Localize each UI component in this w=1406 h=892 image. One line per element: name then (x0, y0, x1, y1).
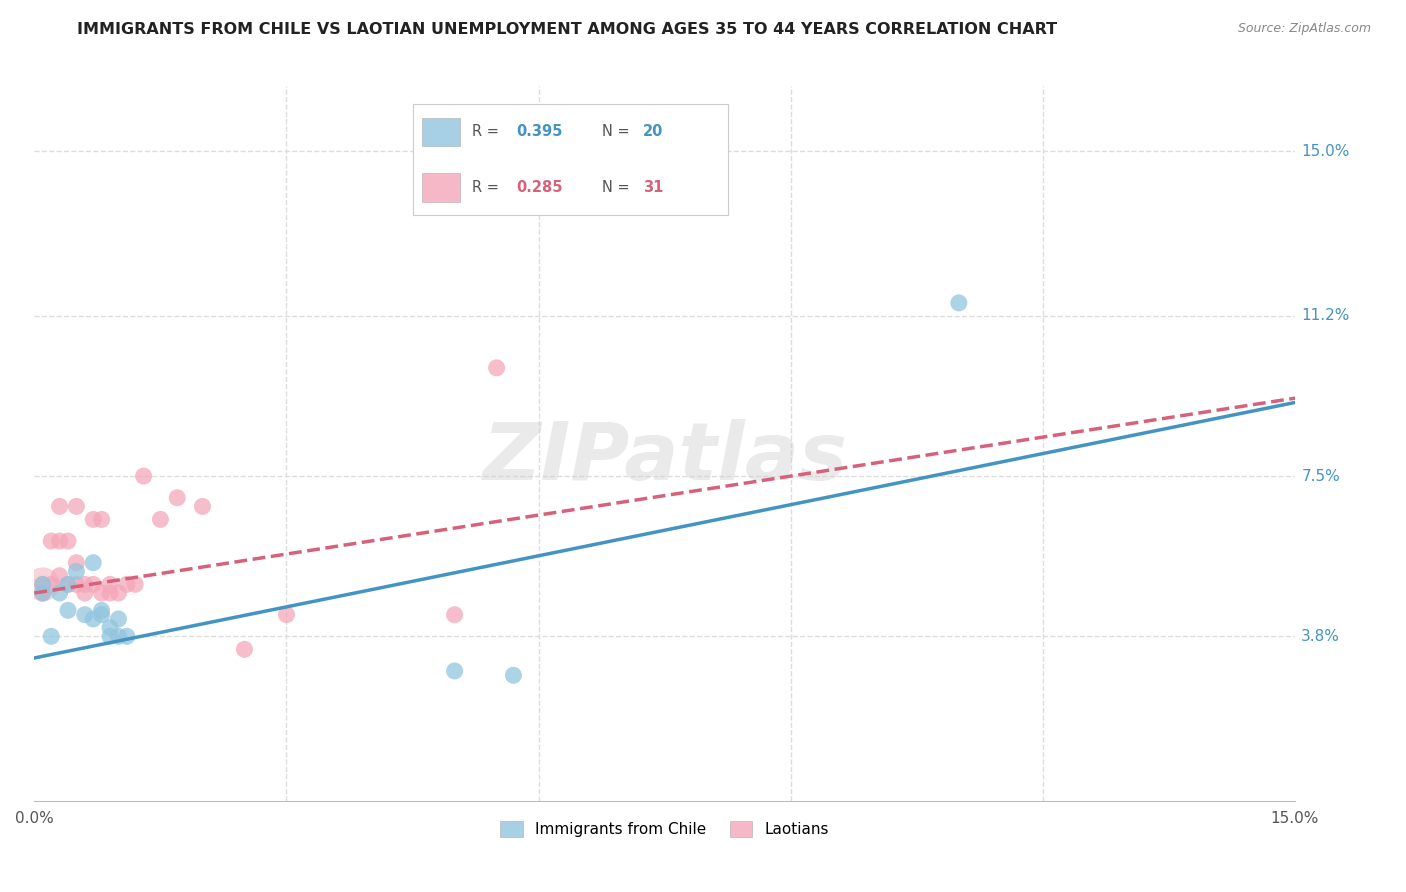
Point (485, 360, 508, 375)
Point (98, 629, 121, 643)
Point (90, 603, 112, 617)
Point (98, 621, 121, 635)
Point (56, 534, 79, 549)
Point (90, 512, 112, 526)
Legend: Immigrants from Chile, Laotians: Immigrants from Chile, Laotians (494, 815, 835, 843)
Point (90, 607, 112, 622)
Point (65, 577, 87, 591)
Point (276, 607, 298, 622)
Text: 11.2%: 11.2% (1302, 309, 1350, 324)
Point (82, 612, 104, 626)
Point (48, 568, 70, 582)
Point (443, 607, 465, 622)
Point (98, 586, 121, 600)
Point (149, 512, 172, 526)
Point (31, 586, 53, 600)
Point (31, 586, 53, 600)
Point (98, 577, 121, 591)
Point (82, 556, 104, 570)
Point (124, 577, 146, 591)
Point (48, 586, 70, 600)
Point (502, 668, 524, 682)
Point (39, 534, 62, 549)
Point (31, 577, 53, 591)
Point (39, 577, 62, 591)
Point (31, 577, 53, 591)
Point (31, 577, 53, 591)
Text: 7.5%: 7.5% (1302, 468, 1340, 483)
Point (48, 500, 70, 514)
Point (65, 556, 87, 570)
Point (107, 586, 129, 600)
Point (107, 612, 129, 626)
Point (82, 577, 104, 591)
Text: 15.0%: 15.0% (1302, 144, 1350, 159)
Point (65, 565, 87, 579)
Point (65, 500, 87, 514)
Point (48, 534, 70, 549)
Text: ZIPatlas: ZIPatlas (482, 419, 848, 497)
Point (443, 664, 465, 678)
Point (56, 603, 79, 617)
Point (948, 296, 970, 310)
Point (73, 607, 96, 622)
Text: 3.8%: 3.8% (1302, 629, 1340, 644)
Text: IMMIGRANTS FROM CHILE VS LAOTIAN UNEMPLOYMENT AMONG AGES 35 TO 44 YEARS CORRELAT: IMMIGRANTS FROM CHILE VS LAOTIAN UNEMPLO… (77, 22, 1057, 37)
Point (166, 491, 188, 505)
Text: Source: ZipAtlas.com: Source: ZipAtlas.com (1237, 22, 1371, 36)
Point (56, 577, 79, 591)
Point (191, 500, 214, 514)
Point (107, 629, 129, 643)
Point (73, 586, 96, 600)
Point (73, 577, 96, 591)
Point (56, 577, 79, 591)
Point (82, 512, 104, 526)
Point (115, 577, 138, 591)
Point (90, 586, 112, 600)
Point (132, 469, 155, 483)
Point (115, 629, 138, 643)
Point (233, 642, 256, 657)
Point (39, 629, 62, 643)
